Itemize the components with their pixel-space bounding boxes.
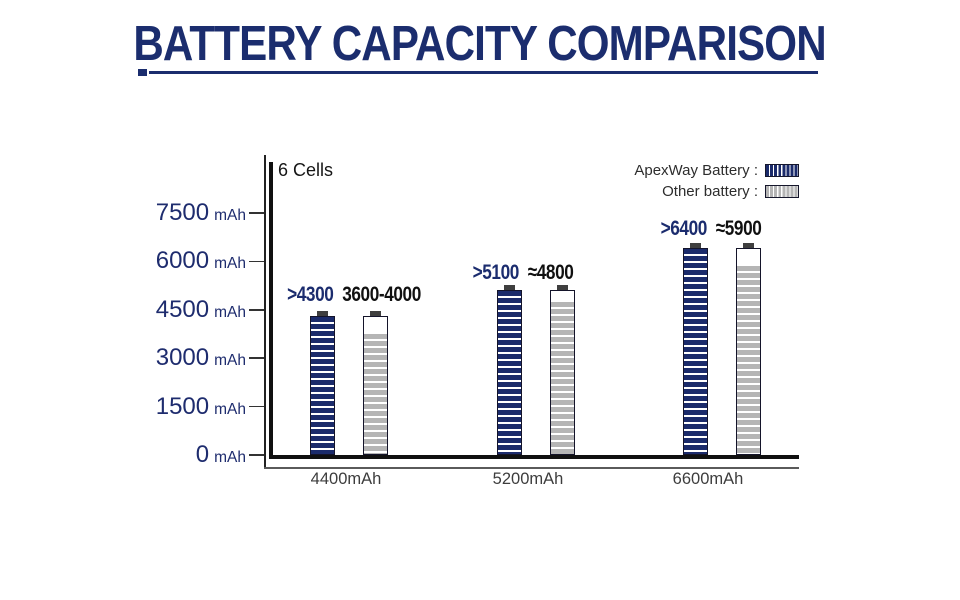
y-tick-unit: mAh [214, 449, 246, 466]
apexway-value-label: >5100 [472, 260, 520, 284]
y-tick-value: 6000 [155, 247, 210, 275]
y-axis-tick [249, 357, 264, 359]
other-value-label: ≈4800 [527, 260, 574, 284]
plot-left-border [269, 162, 273, 458]
y-axis-label: 0 mAh [196, 441, 246, 472]
battery-fill-blue [311, 317, 334, 454]
battery-bar-apexway [683, 243, 708, 455]
battery-bar-apexway [497, 285, 522, 455]
plot-bottom-border [269, 455, 799, 459]
battery-fill-gray [364, 334, 387, 454]
title-underline [149, 71, 818, 75]
battery-bar-other [736, 243, 761, 455]
bar-value-labels: >5100 ≈4800 [460, 260, 586, 285]
y-axis-label: 3000 mAh [156, 344, 246, 375]
category-label: 4400mAh [310, 470, 382, 488]
y-tick-value: 4500 [155, 295, 210, 323]
other-value-label: 3600-4000 [342, 282, 421, 306]
y-tick-unit: mAh [214, 400, 246, 418]
page-title: BATTERY CAPACITY COMPARISON [133, 17, 827, 71]
y-axis-tick [249, 260, 264, 263]
legend-label-other: Other battery : [662, 183, 758, 200]
battery-terminal [743, 243, 754, 248]
battery-bar-other [363, 311, 388, 455]
category-label: 5200mAh [492, 470, 564, 488]
battery-body [310, 316, 335, 455]
title-container: BATTERY CAPACITY COMPARISON [0, 20, 960, 69]
category-label: 6600mAh [672, 470, 744, 488]
battery-fill-gray [551, 302, 574, 454]
apexway-value-label: >4300 [287, 282, 334, 306]
battery-bar-other [550, 285, 575, 455]
battery-body [736, 248, 761, 455]
bar-value-labels: >4300 3600-4000 [270, 282, 437, 307]
battery-body [497, 290, 522, 455]
title-underline-dot [138, 69, 147, 76]
legend-label-apexway: ApexWay Battery : [634, 162, 758, 179]
battery-fill-blue [498, 291, 521, 454]
y-tick-unit: mAh [214, 352, 246, 370]
y-tick-value: 0 [195, 441, 210, 468]
battery-fill-blue [684, 249, 707, 454]
bar-value-labels: >6400 ≈5900 [648, 216, 774, 241]
other-value-label: ≈5900 [715, 216, 762, 240]
y-tick-unit: mAh [214, 255, 246, 273]
cells-annotation: 6 Cells [278, 160, 334, 180]
y-tick-value: 3000 [155, 344, 210, 372]
battery-terminal [690, 243, 701, 248]
battery-terminal [557, 285, 568, 290]
battery-terminal [370, 311, 381, 316]
battery-bar-apexway [310, 311, 335, 455]
other-battery-swatch-icon [765, 185, 799, 198]
battery-terminal [504, 285, 515, 290]
y-axis-label: 4500 mAh [156, 296, 246, 327]
legend-entry-other: Other battery : [662, 183, 799, 200]
battery-body [550, 290, 575, 455]
apexway-battery-swatch-icon [765, 164, 799, 177]
y-tick-unit: mAh [214, 303, 246, 321]
y-axis-tick [249, 212, 264, 214]
y-axis-tick [249, 454, 264, 456]
battery-body [363, 316, 388, 455]
y-axis-label: 6000 mAh [156, 247, 246, 278]
bar-value-labels-row: >6400 ≈5900 [660, 216, 762, 241]
y-tick-unit: mAh [214, 207, 246, 224]
bar-value-labels-row: >5100 ≈4800 [472, 260, 574, 285]
y-tick-value: 7500 [155, 199, 210, 226]
battery-fill-gray [737, 266, 760, 454]
y-axis-line [264, 155, 266, 469]
x-axis-line [264, 467, 799, 469]
y-axis-tick [249, 405, 264, 408]
battery-terminal [317, 311, 328, 316]
y-axis-tick [249, 309, 264, 311]
bar-value-labels-row: >4300 3600-4000 [287, 282, 421, 307]
battery-body [683, 248, 708, 455]
apexway-value-label: >6400 [660, 216, 708, 240]
y-axis-label: 7500 mAh [156, 199, 246, 230]
y-axis-label: 1500 mAh [156, 393, 246, 424]
y-tick-value: 1500 [155, 392, 210, 420]
legend-entry-apexway: ApexWay Battery : [634, 162, 799, 179]
